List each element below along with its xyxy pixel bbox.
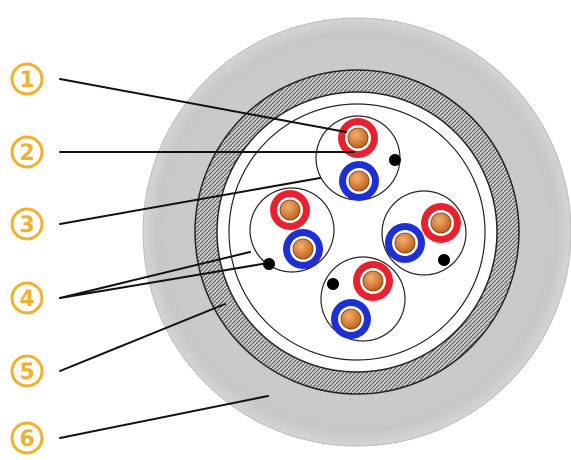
callout-5-label: 5 bbox=[19, 360, 34, 385]
copper-conductor bbox=[362, 270, 384, 292]
pair-group-right bbox=[381, 190, 467, 276]
callout-6: 6 bbox=[10, 421, 44, 455]
callout-6-label: 6 bbox=[19, 427, 34, 452]
callout-5: 5 bbox=[10, 354, 44, 388]
leader-line-4b bbox=[59, 263, 263, 299]
binder-wrap bbox=[228, 103, 486, 361]
copper-conductor bbox=[292, 238, 314, 260]
copper-conductor bbox=[279, 199, 301, 221]
pair-group-left bbox=[249, 187, 335, 273]
pair-group-bottom bbox=[320, 256, 406, 342]
copper-conductor bbox=[430, 212, 452, 234]
copper-conductor bbox=[340, 308, 362, 330]
copper-conductor bbox=[347, 127, 369, 149]
callout-4: 4 bbox=[10, 281, 44, 315]
leader-line-4a bbox=[59, 251, 251, 299]
pair-group-top bbox=[315, 115, 401, 201]
filler-dot bbox=[389, 154, 401, 166]
callout-1-label: 1 bbox=[19, 68, 34, 93]
leader-line-1 bbox=[59, 78, 347, 133]
filler-dot bbox=[263, 258, 275, 270]
callout-2: 2 bbox=[10, 135, 44, 169]
filler-dot bbox=[327, 278, 339, 290]
leader-line-6 bbox=[59, 395, 269, 439]
copper-conductor bbox=[348, 170, 370, 192]
leader-line-5 bbox=[59, 303, 226, 372]
copper-conductor bbox=[394, 232, 416, 254]
callout-3-label: 3 bbox=[19, 213, 34, 238]
callout-3: 3 bbox=[10, 207, 44, 241]
callout-4-label: 4 bbox=[19, 287, 34, 312]
callout-1: 1 bbox=[10, 62, 44, 96]
callout-2-label: 2 bbox=[19, 141, 34, 166]
filler-dot bbox=[438, 254, 450, 266]
leader-line-3 bbox=[59, 177, 321, 225]
